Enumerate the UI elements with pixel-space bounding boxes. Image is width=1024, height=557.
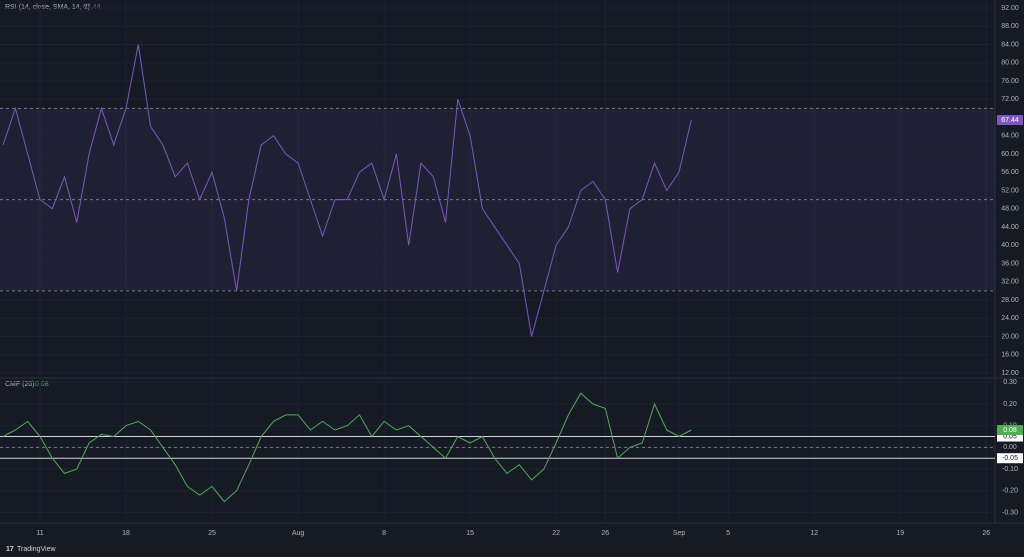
current-value-badge [997,115,1023,126]
y-tick-label: 0.20 [1003,401,1017,408]
y-tick-label: 76.00 [1001,78,1019,85]
x-axis: 11 18 25 Aug 8 15 22 26 Sep 5 12 19 26 [36,0,990,537]
x-tick-label: 22 [552,530,560,537]
y-tick-label: -0.30 [1002,509,1018,516]
x-tick-label: 15 [466,530,474,537]
rsi-line [2,44,692,337]
y-tick-label: 32.00 [1001,279,1019,286]
x-tick-label: 11 [36,530,43,537]
y-tick-label: 12.00 [1001,370,1019,377]
y-tick-label: 52.00 [1001,187,1019,194]
rsi-title: RSI (14, close, SMA, 14, 2) [5,4,90,11]
y-tick-label: 16.00 [1001,352,1019,359]
y-tick-label: 44.00 [1001,224,1019,231]
y-tick-label: 80.00 [1001,60,1019,67]
level-label-box [997,453,1023,464]
y-tick-label: -0.20 [1002,488,1018,495]
y-tick-label: 28.00 [1001,297,1019,304]
x-tick-label: 8 [382,530,386,537]
current-value-label: 0.08 [1003,427,1017,434]
y-tick-label: 56.00 [1001,169,1019,176]
cmf-current-value: 0.08 [35,381,49,388]
y-tick-label: 88.00 [1001,23,1019,30]
current-value-badge [997,425,1023,436]
x-tick-label: 5 [726,530,730,537]
y-tick-label: 20.00 [1001,333,1019,340]
brand: TradingView [17,546,56,553]
x-tick-label: 26 [982,530,990,537]
tradingview-logo: 17 TradingView [6,546,56,553]
x-tick-label: 25 [208,530,216,537]
cmf-header: CMF (20) 0.08 [5,381,49,388]
rsi-current-value: 67.44 [83,4,101,11]
y-tick-label: 48.00 [1001,206,1019,213]
level-label: 0.05 [1003,433,1017,440]
cmf-pane: 0.300.200.100.00-0.10-0.20-0.300.05-0.05… [0,379,1023,516]
logo-icon: 17 [6,546,14,553]
y-tick-label: 72.00 [1001,96,1019,103]
y-tick-label: 40.00 [1001,242,1019,249]
x-tick-label: 19 [896,530,904,537]
level-label-box [997,431,1023,442]
x-tick-label: 12 [810,530,818,537]
y-tick-label: 84.00 [1001,41,1019,48]
y-tick-label: 92.00 [1001,5,1019,12]
y-tick-label: 60.00 [1001,151,1019,158]
y-tick-label: -0.10 [1002,466,1018,473]
y-tick-label: 64.00 [1001,133,1019,140]
x-tick-label: 18 [122,530,130,537]
x-tick-label: 26 [601,530,609,537]
x-tick-label: Aug [292,530,305,537]
cmf-line [2,392,692,503]
y-tick-label: 36.00 [1001,260,1019,267]
y-tick-label: 0.30 [1003,379,1017,386]
level-label: -0.05 [1002,455,1018,462]
y-tick-label: 0.00 [1003,444,1017,451]
rsi-header: RSI (14, close, SMA, 14, 2) 67.44 [5,4,101,11]
rsi-pane: 92.00 88.00 84.00 80.00 76.00 72.00 64.00 60.00… [0,5,1023,377]
y-tick-label: 24.00 [1001,315,1019,322]
current-value-label: 67.44 [1001,117,1019,124]
x-tick-label: Sep [673,530,686,537]
cmf-title: CMF (20) [5,381,35,388]
